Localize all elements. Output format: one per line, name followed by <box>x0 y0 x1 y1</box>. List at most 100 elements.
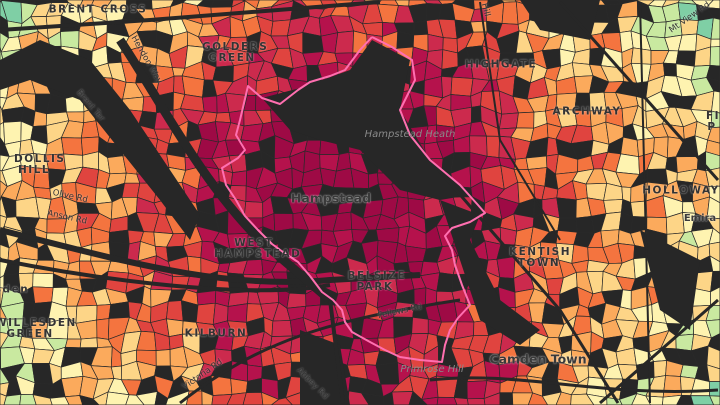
parcel[interactable] <box>60 30 80 50</box>
parcel[interactable] <box>705 167 720 187</box>
parcel[interactable] <box>662 375 682 398</box>
parcel[interactable] <box>96 304 112 321</box>
parcel[interactable] <box>706 364 720 383</box>
parcel[interactable] <box>201 390 214 405</box>
parcel[interactable] <box>541 391 562 405</box>
parcel[interactable] <box>302 32 324 54</box>
parcel[interactable] <box>32 394 53 405</box>
parcel[interactable] <box>706 345 720 370</box>
parcel[interactable] <box>705 319 720 339</box>
parcel[interactable] <box>653 360 668 378</box>
parcel[interactable] <box>211 393 233 405</box>
parcel[interactable] <box>705 0 720 10</box>
parcel[interactable] <box>202 95 218 114</box>
parcel[interactable] <box>707 126 720 144</box>
parcel[interactable] <box>96 318 110 340</box>
parcel[interactable] <box>3 393 22 405</box>
parcel[interactable] <box>710 17 720 40</box>
parcel[interactable] <box>360 392 385 405</box>
parcel[interactable] <box>453 397 469 405</box>
parcel[interactable] <box>154 390 169 405</box>
parcel[interactable] <box>32 110 48 127</box>
parcel[interactable] <box>226 392 247 405</box>
parcel[interactable] <box>711 110 720 129</box>
parcel[interactable] <box>662 62 677 77</box>
parcel[interactable] <box>230 378 249 395</box>
parcel[interactable] <box>527 392 549 405</box>
parcel[interactable] <box>125 394 145 405</box>
parcel[interactable] <box>706 65 720 82</box>
parcel[interactable] <box>516 111 535 129</box>
parcel[interactable] <box>675 333 695 352</box>
parcel[interactable] <box>483 392 501 405</box>
parcel[interactable] <box>212 65 234 83</box>
parcel[interactable] <box>227 303 248 323</box>
parcel[interactable] <box>15 196 40 219</box>
parcel[interactable] <box>108 301 130 319</box>
parcel[interactable] <box>525 155 548 170</box>
parcel[interactable] <box>466 398 486 405</box>
parcel[interactable] <box>0 393 7 405</box>
parcel[interactable] <box>92 391 109 405</box>
parcel[interactable] <box>334 30 355 54</box>
parcel[interactable] <box>709 46 720 67</box>
parcel[interactable] <box>512 392 534 405</box>
parcel[interactable] <box>271 320 293 338</box>
parcel[interactable] <box>705 7 720 20</box>
parcel[interactable] <box>486 135 500 158</box>
parcel[interactable] <box>710 38 720 48</box>
parcel[interactable] <box>676 394 694 405</box>
parcel[interactable] <box>498 112 519 130</box>
parcel[interactable] <box>708 227 720 245</box>
parcel[interactable] <box>436 272 454 293</box>
parcel[interactable] <box>709 395 720 405</box>
parcel[interactable] <box>196 290 217 306</box>
parcel[interactable] <box>135 391 158 405</box>
parcel[interactable] <box>214 112 232 124</box>
parcel[interactable] <box>705 139 720 157</box>
parcel[interactable] <box>555 391 572 405</box>
parcel[interactable] <box>711 90 720 114</box>
parcel[interactable] <box>705 76 720 93</box>
parcel[interactable] <box>413 20 429 36</box>
parcel[interactable] <box>51 0 70 3</box>
parcel[interactable] <box>450 76 474 97</box>
parcel[interactable] <box>556 197 577 219</box>
parcel[interactable] <box>707 333 720 352</box>
parcel[interactable] <box>706 196 720 220</box>
parcel[interactable] <box>603 199 624 215</box>
parcel[interactable] <box>499 392 514 405</box>
parcel[interactable] <box>436 396 458 405</box>
parcel[interactable] <box>195 302 216 325</box>
parcel[interactable] <box>709 255 720 272</box>
parcel[interactable] <box>408 390 428 405</box>
parcel[interactable] <box>181 75 205 98</box>
parcel[interactable] <box>662 394 683 405</box>
parcel[interactable] <box>60 375 84 398</box>
parcel[interactable] <box>708 185 720 204</box>
parcel[interactable] <box>49 396 70 405</box>
parcel[interactable] <box>466 380 488 400</box>
parcel[interactable] <box>427 33 444 52</box>
parcel[interactable] <box>333 167 355 189</box>
parcel[interactable] <box>32 272 54 289</box>
parcel[interactable] <box>710 270 720 293</box>
parcel[interactable] <box>166 300 184 322</box>
parcel[interactable] <box>155 349 171 367</box>
parcel[interactable] <box>441 49 459 70</box>
parcel[interactable] <box>421 396 439 405</box>
parcel[interactable] <box>382 391 394 405</box>
parcel[interactable] <box>79 337 98 349</box>
parcel[interactable] <box>105 391 130 405</box>
parcel[interactable] <box>230 170 248 187</box>
parcel[interactable] <box>261 391 280 405</box>
parcel[interactable] <box>619 393 638 405</box>
parcel[interactable] <box>166 318 184 338</box>
parcel[interactable] <box>243 201 264 219</box>
parcel[interactable] <box>501 1 519 25</box>
parcel[interactable] <box>64 338 82 349</box>
parcel[interactable] <box>121 182 141 198</box>
parcel[interactable] <box>270 19 291 37</box>
